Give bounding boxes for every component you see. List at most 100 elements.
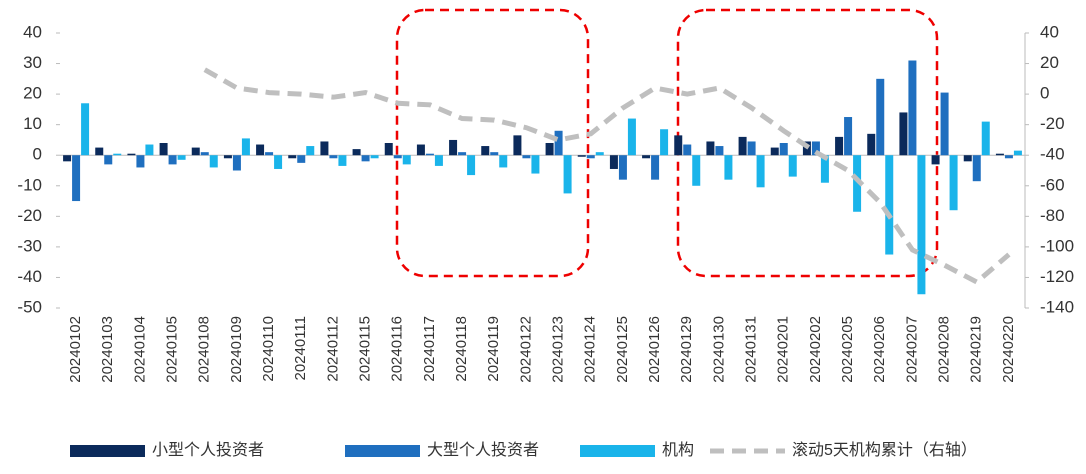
bar [618,155,627,180]
x-tick-label: 20240219 [968,316,985,383]
x-tick-label: 20240206 [871,316,888,383]
bar [899,112,908,156]
bar [674,135,683,156]
x-tick-label: 20240117 [421,316,438,382]
bar [256,144,265,156]
x-tick-label: 20240104 [131,316,148,383]
bar [747,141,756,156]
y2-tick-label: 40 [1040,22,1059,41]
bar [1004,155,1013,159]
bar [104,155,113,165]
bar [981,121,990,156]
bar [232,155,241,171]
bar [627,118,636,156]
bar [416,144,425,156]
bar [370,155,379,159]
bar [995,153,1004,156]
y2-tick-label: -60 [1040,175,1065,194]
bar [200,152,209,156]
bar [522,155,531,159]
y2-tick-label: -80 [1040,206,1065,225]
bar [770,147,779,156]
bar [531,155,540,174]
y-tick-label: -30 [17,236,42,255]
bar [306,146,315,156]
bar [692,155,701,186]
y2-tick-label: -20 [1040,114,1065,133]
x-tick-label: 20240110 [260,316,277,382]
bar [917,155,926,295]
bar [949,155,958,211]
bar [159,143,168,156]
bar [756,155,765,188]
legend-swatch [345,445,420,457]
x-tick-label: 20240112 [324,316,341,382]
bar [683,144,692,156]
bar [724,155,733,180]
bar [545,143,554,156]
bar [867,133,876,156]
y2-tick-label: -40 [1040,145,1065,164]
x-tick-label: 20240205 [839,316,856,383]
bar [820,155,829,183]
x-tick-label: 20240118 [453,316,470,382]
x-tick-label: 20240131 [743,316,760,383]
x-tick-label: 20240122 [517,316,534,383]
bar [931,155,940,165]
x-tick-label: 20240207 [903,316,920,383]
bar [853,155,862,212]
y2-tick-label: 0 [1040,84,1049,103]
bar [835,136,844,156]
bar [642,155,651,159]
highlight-box [395,8,590,278]
bar [223,155,232,159]
bar [113,153,122,156]
x-tick-label: 20240124 [582,316,599,383]
x-tick-label: 20240129 [678,316,695,383]
bar [490,152,499,156]
bar [329,155,338,159]
bar [563,155,572,194]
x-tick-label: 20240130 [710,316,727,383]
x-tick-label: 20240116 [389,316,406,382]
bar [241,138,250,156]
bar [577,155,586,157]
bar [352,149,361,156]
bar [265,152,274,156]
y-tick-label: 0 [33,145,42,164]
bar [738,136,747,156]
x-tick-label: 20240109 [228,316,245,383]
x-tick-label: 20240201 [775,316,792,383]
x-tick-label: 20240125 [614,316,631,383]
bar [191,147,200,156]
legend-label: 大型个人投资者 [427,441,539,459]
bar [209,155,218,168]
x-tick-label: 20240115 [357,316,374,382]
bar [297,155,306,163]
bar [908,60,917,156]
bar [63,155,72,162]
bar [651,155,660,180]
bar [467,155,476,176]
x-tick-label: 20240220 [1000,316,1017,383]
line [203,67,1011,286]
bar [127,153,136,156]
bar [449,139,458,156]
bar [499,155,508,168]
x-tick-label: 20240208 [936,316,953,383]
x-tick-label: 20240103 [99,316,116,383]
bar [715,146,724,156]
legend-swatch [70,445,145,457]
bar [1013,150,1022,156]
bar [338,155,347,166]
bar [288,155,297,159]
bar [384,143,393,156]
bar [595,152,604,156]
bar [81,103,90,156]
bar [779,143,788,156]
bar [660,129,669,156]
bar [609,155,618,169]
bar [168,155,177,165]
bar [95,147,104,156]
